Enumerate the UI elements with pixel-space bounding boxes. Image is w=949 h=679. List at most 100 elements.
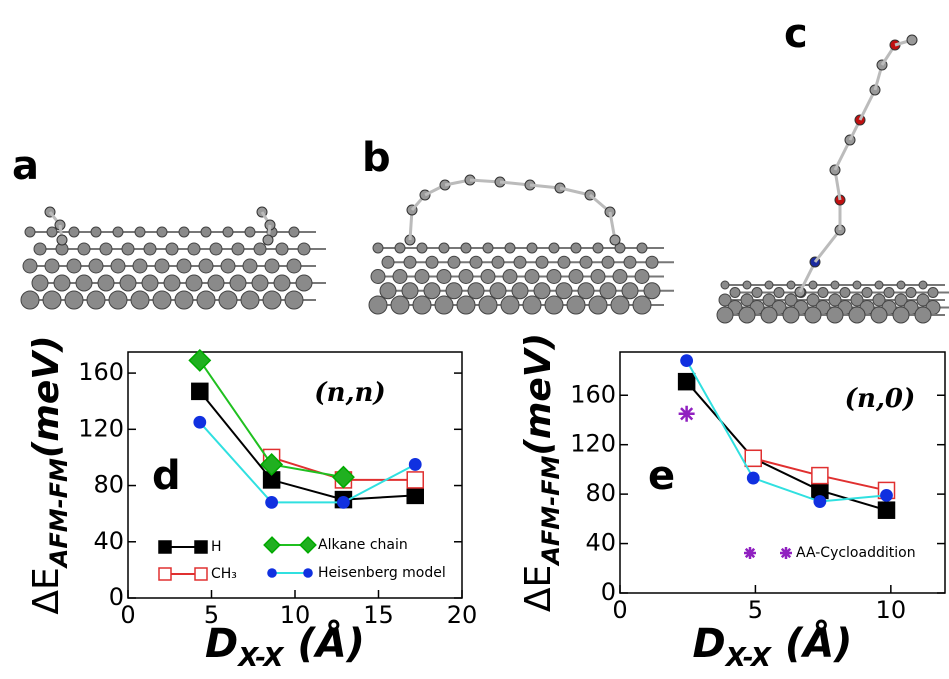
atom (297, 242, 311, 256)
atom (262, 234, 274, 246)
annotation: (n,0) (845, 384, 916, 414)
x-axis-label-part: (Å) (785, 618, 853, 667)
atom (31, 274, 49, 292)
atom (751, 287, 763, 298)
y-axis-label-part: (meV) (518, 333, 559, 456)
y-axis-label: ΔEAFM-FM(meV) (26, 335, 73, 614)
atom (906, 34, 918, 46)
atom (621, 282, 639, 300)
x-tick-label: 15 (363, 601, 394, 629)
atom (108, 290, 128, 310)
atom (566, 295, 586, 315)
atom (141, 274, 159, 292)
y-tick-label: 40 (585, 529, 616, 557)
marker (263, 536, 281, 554)
atom (632, 295, 652, 315)
atom (97, 274, 115, 292)
atom (368, 295, 388, 315)
atom (66, 258, 82, 274)
atom (251, 274, 269, 292)
atom (804, 306, 822, 324)
atom (42, 290, 62, 310)
legend-label: Heisenberg model (318, 565, 446, 581)
atom (284, 290, 304, 310)
series-line (685, 360, 887, 503)
atom (760, 306, 778, 324)
y-tick-label: 160 (78, 358, 124, 386)
x-tick-label: 0 (612, 596, 627, 624)
atom (914, 306, 932, 324)
atom (874, 280, 884, 290)
atom (445, 282, 463, 300)
atom (273, 274, 291, 292)
x-tick-label: 10 (280, 601, 311, 629)
atom (240, 290, 260, 310)
atom (88, 258, 104, 274)
marker (194, 540, 208, 554)
atom (207, 274, 225, 292)
y-axis-label-part: ΔE (26, 567, 67, 614)
atom (86, 290, 106, 310)
marker (677, 372, 696, 391)
atom (513, 255, 527, 269)
atom (782, 306, 800, 324)
atom (524, 269, 540, 284)
atom (152, 290, 172, 310)
atom (458, 269, 474, 284)
atom (174, 290, 194, 310)
marker (746, 471, 760, 485)
atom (742, 280, 752, 290)
marker (303, 568, 313, 578)
atom (467, 282, 485, 300)
y-tick-label: 80 (585, 479, 616, 507)
atom (187, 242, 201, 256)
atom (99, 242, 113, 256)
marker (193, 415, 207, 429)
atom (68, 226, 80, 238)
panel-label: b (362, 135, 391, 181)
atom (643, 282, 661, 300)
marker (744, 547, 756, 559)
atom (850, 293, 864, 307)
marker (158, 540, 172, 554)
marker (267, 568, 277, 578)
x-axis-label-part: D (205, 621, 238, 667)
atom (163, 274, 181, 292)
atom (447, 255, 461, 269)
atom (456, 295, 476, 315)
y-tick-label: 40 (93, 527, 124, 555)
y-tick-label: 80 (93, 471, 124, 499)
atom (196, 290, 216, 310)
x-axis-label: DX-X (Å) (693, 618, 853, 673)
atom (588, 295, 608, 315)
marker (260, 452, 284, 476)
atom (394, 242, 406, 254)
atom (500, 295, 520, 315)
atom (134, 226, 146, 238)
marker (877, 501, 896, 519)
atom (242, 258, 258, 274)
bond (858, 89, 877, 121)
atom (372, 242, 384, 254)
atom (852, 280, 862, 290)
atom (119, 274, 137, 292)
atom (718, 293, 732, 307)
atom (64, 290, 84, 310)
bond (798, 261, 817, 293)
atom (22, 258, 38, 274)
atom (762, 293, 776, 307)
marker (780, 547, 792, 559)
atom (826, 306, 844, 324)
atom (33, 242, 47, 256)
atom (892, 306, 910, 324)
atom (416, 242, 428, 254)
marker (337, 496, 350, 509)
panel-label: d (152, 453, 181, 499)
atom (590, 269, 606, 284)
atom (381, 255, 395, 269)
y-axis-label: ΔEAFM-FM(meV) (518, 333, 565, 612)
atom (623, 255, 637, 269)
atom (412, 295, 432, 315)
x-tick-label: 10 (876, 596, 907, 624)
